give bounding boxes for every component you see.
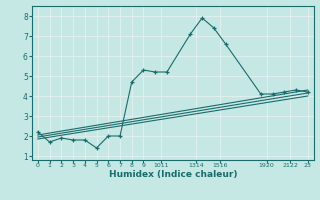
X-axis label: Humidex (Indice chaleur): Humidex (Indice chaleur): [108, 170, 237, 179]
